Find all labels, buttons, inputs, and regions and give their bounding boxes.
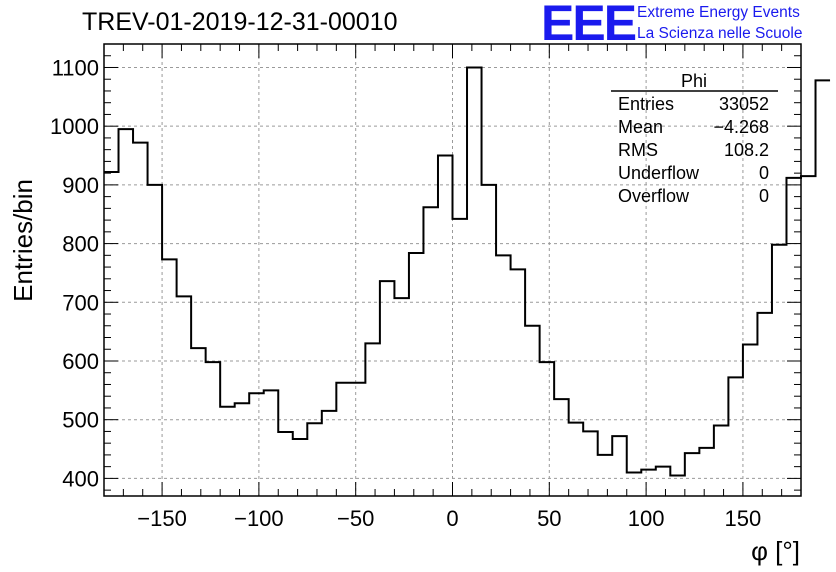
x-tick-label: 50 [537,506,561,531]
eee-logo: EEE [541,0,637,51]
stats-value: 0 [759,163,769,183]
stats-label: RMS [618,140,658,160]
stats-name: Phi [681,71,707,91]
y-tick-label: 400 [62,466,99,491]
x-tick-label: 0 [446,506,458,531]
stats-value: 33052 [719,94,769,114]
eee-caption-line1: Extreme Energy Events [637,4,800,21]
histogram-series [104,66,831,477]
stats-label: Mean [618,117,663,137]
y-tick-label: 500 [62,408,99,433]
x-tick-label: 150 [725,506,762,531]
grid-lines [104,44,801,496]
y-tick-label: 800 [62,232,99,257]
chart-title: TREV-01-2019-12-31-00010 [82,8,398,36]
stats-label: Overflow [618,186,690,206]
stats-label: Underflow [618,163,700,183]
x-axis-title: φ [°] [751,536,800,566]
eee-caption-line2: La Scienza nelle Scuole [637,25,803,42]
x-tick-label: −50 [337,506,374,531]
axes: −150 −100 −50 0 50 100 150 400 500 600 700 800 900 10… [50,43,802,531]
histogram-outline [104,66,831,477]
x-tick-label: 100 [628,506,665,531]
stats-value: 0 [759,186,769,206]
y-tick-label: 900 [62,173,99,198]
stats-box: Phi Entries 33052 Mean −4.268 RMS 108.2 Underfl… [611,71,778,206]
x-tick-label: −100 [234,506,284,531]
y-tick-label: 600 [62,349,99,374]
stats-label: Entries [618,94,674,114]
y-axis-title: Entries/bin [8,179,38,302]
y-tick-label: 700 [62,290,99,315]
stats-value: 108.2 [724,140,769,160]
y-tick-label: 1000 [50,114,99,139]
y-tick-label: 1100 [52,55,99,80]
stats-value: −4.268 [713,117,769,137]
x-tick-label: −150 [137,506,187,531]
